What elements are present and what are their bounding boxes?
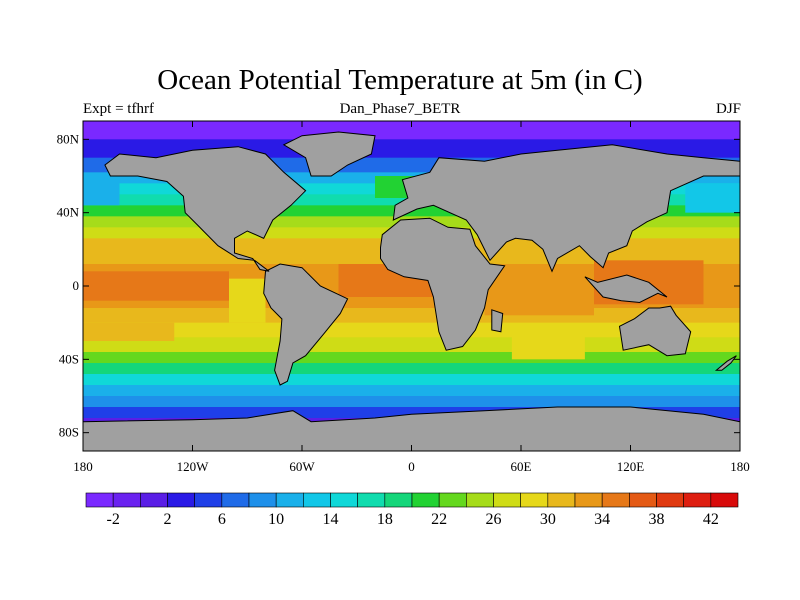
x-tick-label: 60W [289, 459, 315, 474]
experiment-label: Expt = tfhrf [83, 101, 154, 117]
colorbar-box [248, 492, 277, 508]
temperature-band [83, 407, 740, 419]
colorbar-label: -2 [107, 511, 120, 528]
south-america-land [263, 264, 348, 385]
colorbar-box [275, 492, 304, 508]
colorbar-label: 30 [540, 511, 556, 528]
x-tick-label: 60E [511, 459, 532, 474]
temperature-band [83, 396, 740, 408]
colorbar-box [384, 492, 413, 508]
colorbar-label: 26 [486, 511, 502, 528]
colorbar-label: 14 [323, 511, 339, 528]
africa-land [380, 218, 505, 351]
coastlines [83, 131, 740, 451]
indonesia-coastline [584, 274, 668, 304]
y-tick-label: 40N [57, 205, 80, 220]
colorbar-box [194, 492, 223, 508]
colorbar-label: 6 [218, 511, 226, 528]
antarctica-land [83, 407, 740, 451]
colorbar: -2 2 6 10 14 18 22 26 30 34 38 42 [85, 492, 739, 528]
eurasia-coastline [392, 144, 740, 273]
x-tick-label: 180 [730, 459, 750, 474]
colorbar-box [140, 492, 168, 508]
colorbar-box [438, 492, 467, 508]
south-america-coastline [263, 263, 349, 386]
colorbar-box [466, 492, 494, 508]
north-america-land [104, 146, 306, 272]
colorbar-box [629, 492, 657, 508]
temperature-patch [83, 176, 120, 206]
colorbar-label: 10 [268, 511, 284, 528]
colorbar-box [330, 492, 358, 508]
colorbar-box [547, 492, 576, 508]
madagascar-coastline [491, 309, 504, 333]
x-tick-label: 120E [617, 459, 645, 474]
colorbar-box [411, 492, 440, 508]
colorbar-label: 38 [649, 511, 665, 528]
north-america-coastline [104, 146, 307, 272]
greenland-land [283, 132, 375, 176]
temperature-band [83, 385, 740, 397]
y-tick-label: 0 [73, 278, 80, 293]
temperature-patch [484, 286, 594, 316]
colorbar-box [493, 492, 521, 508]
colorbar-box [167, 492, 195, 508]
colorbar-label: 42 [703, 511, 719, 528]
y-tick-label: 80N [57, 131, 80, 146]
colorbar-box [656, 492, 684, 508]
new-zealand-coastline [714, 355, 737, 371]
temperature-patch [229, 278, 266, 323]
colorbar-label: 2 [164, 511, 172, 528]
colorbar-label: 18 [377, 511, 393, 528]
colorbar-label: 22 [431, 511, 447, 528]
x-tick-label: 120W [177, 459, 210, 474]
season-label: DJF [715, 101, 741, 117]
temperature-band [83, 352, 740, 364]
plot-title: Ocean Potential Temperature at 5m (in C) [157, 64, 643, 96]
australia-land [619, 306, 691, 356]
africa-coastline [380, 217, 506, 351]
temperature-patch [83, 322, 175, 341]
x-tick-label: 180 [73, 459, 93, 474]
temperature-band [83, 374, 740, 386]
greenland-coastline [282, 131, 376, 177]
colorbar-box [303, 492, 331, 508]
temperature-patch [685, 183, 740, 213]
colorbar-box [710, 492, 739, 508]
colorbar-box [683, 492, 712, 508]
australia-coastline [618, 305, 692, 357]
temperature-band [83, 363, 740, 375]
madagascar-land [491, 309, 503, 332]
x-tick-label: 0 [408, 459, 415, 474]
colorbar-box [221, 492, 250, 508]
run-name-label: Dan_Phase7_BETR [339, 101, 461, 117]
y-tick-label: 80S [59, 425, 79, 440]
y-tick-label: 40S [59, 351, 79, 366]
colorbar-box [574, 492, 603, 508]
temperature-patch [83, 271, 229, 301]
colorbar-box [601, 492, 630, 508]
antarctica-coastline [83, 406, 740, 451]
colorbar-box [520, 492, 549, 508]
colorbar-box [85, 492, 114, 508]
temperature-patch [511, 331, 585, 360]
colorbar-label: 34 [594, 511, 610, 528]
colorbar-box [112, 492, 141, 508]
colorbar-box [357, 492, 386, 508]
axes: 180 120W 60W 0 60E 120E 180 80N 40N 0 40S 80S [57, 121, 750, 474]
